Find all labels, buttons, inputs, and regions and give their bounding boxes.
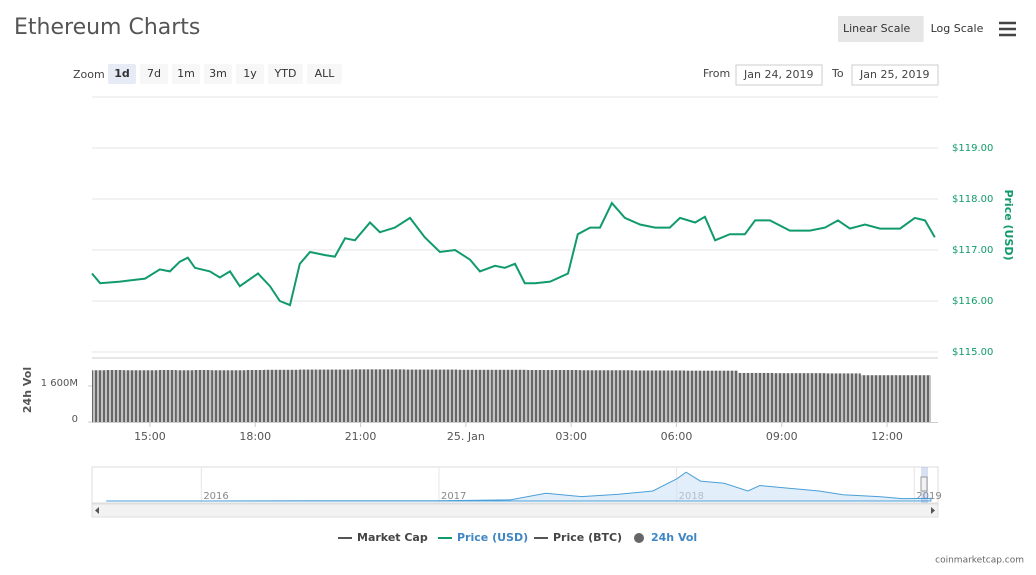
- page-title: Ethereum Charts: [14, 15, 200, 40]
- legend-label[interactable]: Market Cap: [357, 531, 428, 544]
- volume-bar: [790, 373, 809, 422]
- volume-bar: [632, 370, 651, 422]
- volume-bar: [351, 369, 370, 422]
- x-tick-label: 25. Jan: [447, 430, 485, 443]
- scale-button[interactable]: [925, 16, 993, 42]
- y-tick-label: $119.00: [952, 143, 993, 154]
- volume-bar: [615, 370, 633, 422]
- legend-label[interactable]: Price (BTC): [553, 531, 622, 544]
- volume-bar: [439, 369, 458, 422]
- from-label: From: [703, 67, 730, 80]
- x-tick-label: 21:00: [345, 430, 377, 443]
- volume-bar: [843, 373, 861, 422]
- x-tick-label: 15:00: [134, 430, 166, 443]
- volume-bar: [562, 370, 580, 422]
- x-tick-label: 12:00: [871, 430, 903, 443]
- x-tick-label: 18:00: [239, 430, 271, 443]
- zoom-button[interactable]: [140, 64, 168, 84]
- volume-bar: [579, 370, 598, 422]
- legend-label[interactable]: 24h Vol: [651, 531, 697, 544]
- to-date: Jan 25, 2019: [859, 68, 929, 81]
- volume-bar: [492, 369, 510, 422]
- x-tick-label: 06:00: [661, 430, 693, 443]
- zoom-button[interactable]: [268, 64, 303, 84]
- from-date: Jan 24, 2019: [743, 68, 813, 81]
- y-tick-label: $117.00: [952, 245, 993, 256]
- scrollbar[interactable]: [91, 503, 939, 518]
- volume-bar: [211, 370, 229, 422]
- volume-bar: [737, 372, 756, 422]
- volume-bar: [404, 369, 422, 422]
- price-line: [91, 201, 936, 307]
- zoom-button[interactable]: [172, 64, 200, 84]
- zoom-button[interactable]: [307, 64, 342, 84]
- volume-bar: [702, 370, 721, 422]
- y-tick-label: $118.00: [952, 194, 993, 205]
- volume-bar: [158, 370, 177, 422]
- volume-bar: [720, 370, 738, 422]
- x-tick-label: 03:00: [555, 430, 587, 443]
- scale-button[interactable]: [838, 16, 924, 42]
- to-input[interactable]: [851, 64, 939, 86]
- volume-bar: [176, 370, 194, 422]
- zoom-button-label: YTD: [274, 67, 297, 80]
- zoom-button[interactable]: [108, 64, 136, 84]
- zoom-button[interactable]: [236, 64, 264, 84]
- y-tick-label: $116.00: [952, 296, 993, 307]
- volume-bar: [299, 369, 317, 422]
- volume-bar: [386, 369, 405, 422]
- volume-bar: [895, 375, 914, 422]
- volume-bar: [878, 375, 896, 422]
- navigator-tick-label: 2017: [441, 491, 466, 502]
- zoom-button[interactable]: [204, 64, 232, 84]
- navigator-handle[interactable]: [920, 476, 928, 492]
- navigator-tick-label: 2016: [203, 491, 228, 502]
- volume-bar: [264, 369, 282, 422]
- scroll-right[interactable]: [931, 507, 935, 514]
- volume-bar: [667, 370, 686, 422]
- volume-bar: [474, 369, 493, 422]
- zoom-button-label: 3m: [209, 67, 227, 80]
- zoom-button-label: ALL: [315, 67, 336, 80]
- y-tick-label: 1 600M: [41, 378, 78, 389]
- zoom-button-label: 1d: [114, 67, 130, 80]
- volume-bar: [755, 372, 774, 422]
- volume-bar: [106, 370, 124, 422]
- from-input[interactable]: [735, 64, 823, 86]
- scale-button-label: Log Scale: [931, 22, 984, 35]
- scroll-left[interactable]: [95, 507, 99, 514]
- zoom-label: Zoom: [73, 68, 105, 81]
- y-axis-label: Price (USD): [1002, 189, 1015, 260]
- y-tick-label: 0: [72, 414, 78, 425]
- volume-bar: [246, 370, 265, 422]
- legend-marker: [634, 533, 644, 543]
- zoom-button-label: 1y: [243, 67, 257, 80]
- navigator-tick-label: 2019: [916, 491, 941, 502]
- zoom-button-label: 7d: [147, 67, 161, 80]
- volume-bar: [421, 369, 440, 422]
- x-tick-label: 09:00: [766, 430, 798, 443]
- menu-icon[interactable]: [999, 21, 1016, 37]
- volume-bar: [123, 370, 142, 422]
- y-axis-label: 24h Vol: [21, 367, 34, 413]
- volume-bar: [334, 369, 352, 422]
- volume-bar: [808, 373, 826, 422]
- zoom-button-label: 1m: [177, 67, 195, 80]
- y-tick-label: $115.00: [952, 347, 993, 358]
- legend-label[interactable]: Price (USD): [457, 531, 528, 544]
- volume-bar: [527, 370, 545, 422]
- credit: coinmarketcap.com: [935, 556, 1024, 566]
- scale-button-label: Linear Scale: [843, 22, 911, 35]
- navigator-area: [106, 471, 932, 502]
- to-label: To: [831, 67, 844, 80]
- volume-bar: [650, 370, 668, 422]
